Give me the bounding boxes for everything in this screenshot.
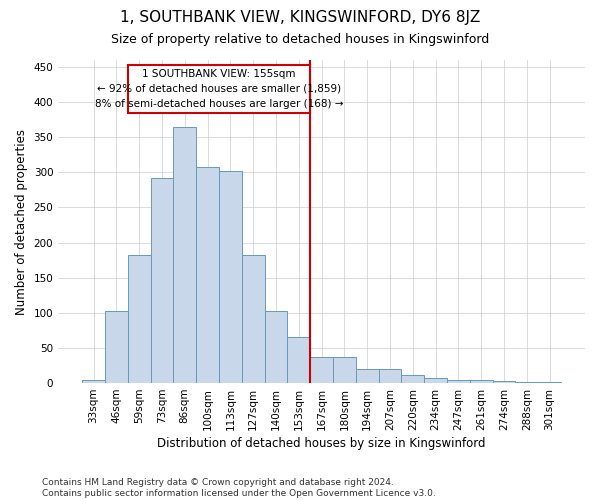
Bar [333, 357, 356, 383]
Bar [310, 357, 333, 383]
Bar [265, 310, 287, 383]
Bar [219, 171, 242, 383]
Bar [424, 378, 447, 383]
Y-axis label: Number of detached properties: Number of detached properties [15, 128, 28, 314]
Bar [287, 338, 310, 383]
Bar [470, 380, 493, 383]
Bar [356, 369, 379, 383]
Bar [447, 380, 470, 383]
Text: Size of property relative to detached houses in Kingswinford: Size of property relative to detached ho… [111, 32, 489, 46]
Text: 1 SOUTHBANK VIEW: 155sqm: 1 SOUTHBANK VIEW: 155sqm [142, 70, 296, 80]
Bar [401, 374, 424, 383]
Bar [493, 381, 515, 383]
Text: Contains HM Land Registry data © Crown copyright and database right 2024.
Contai: Contains HM Land Registry data © Crown c… [42, 478, 436, 498]
Bar [105, 310, 128, 383]
Bar [379, 369, 401, 383]
Text: 1, SOUTHBANK VIEW, KINGSWINFORD, DY6 8JZ: 1, SOUTHBANK VIEW, KINGSWINFORD, DY6 8JZ [120, 10, 480, 25]
Text: 8% of semi-detached houses are larger (168) →: 8% of semi-detached houses are larger (1… [95, 99, 343, 109]
Text: ← 92% of detached houses are smaller (1,859): ← 92% of detached houses are smaller (1,… [97, 84, 341, 94]
X-axis label: Distribution of detached houses by size in Kingswinford: Distribution of detached houses by size … [157, 437, 486, 450]
FancyBboxPatch shape [128, 65, 310, 112]
Bar [515, 382, 538, 383]
Bar [173, 126, 196, 383]
Bar [538, 382, 561, 383]
Bar [151, 178, 173, 383]
Bar [242, 254, 265, 383]
Bar [82, 380, 105, 383]
Bar [128, 254, 151, 383]
Bar [196, 167, 219, 383]
